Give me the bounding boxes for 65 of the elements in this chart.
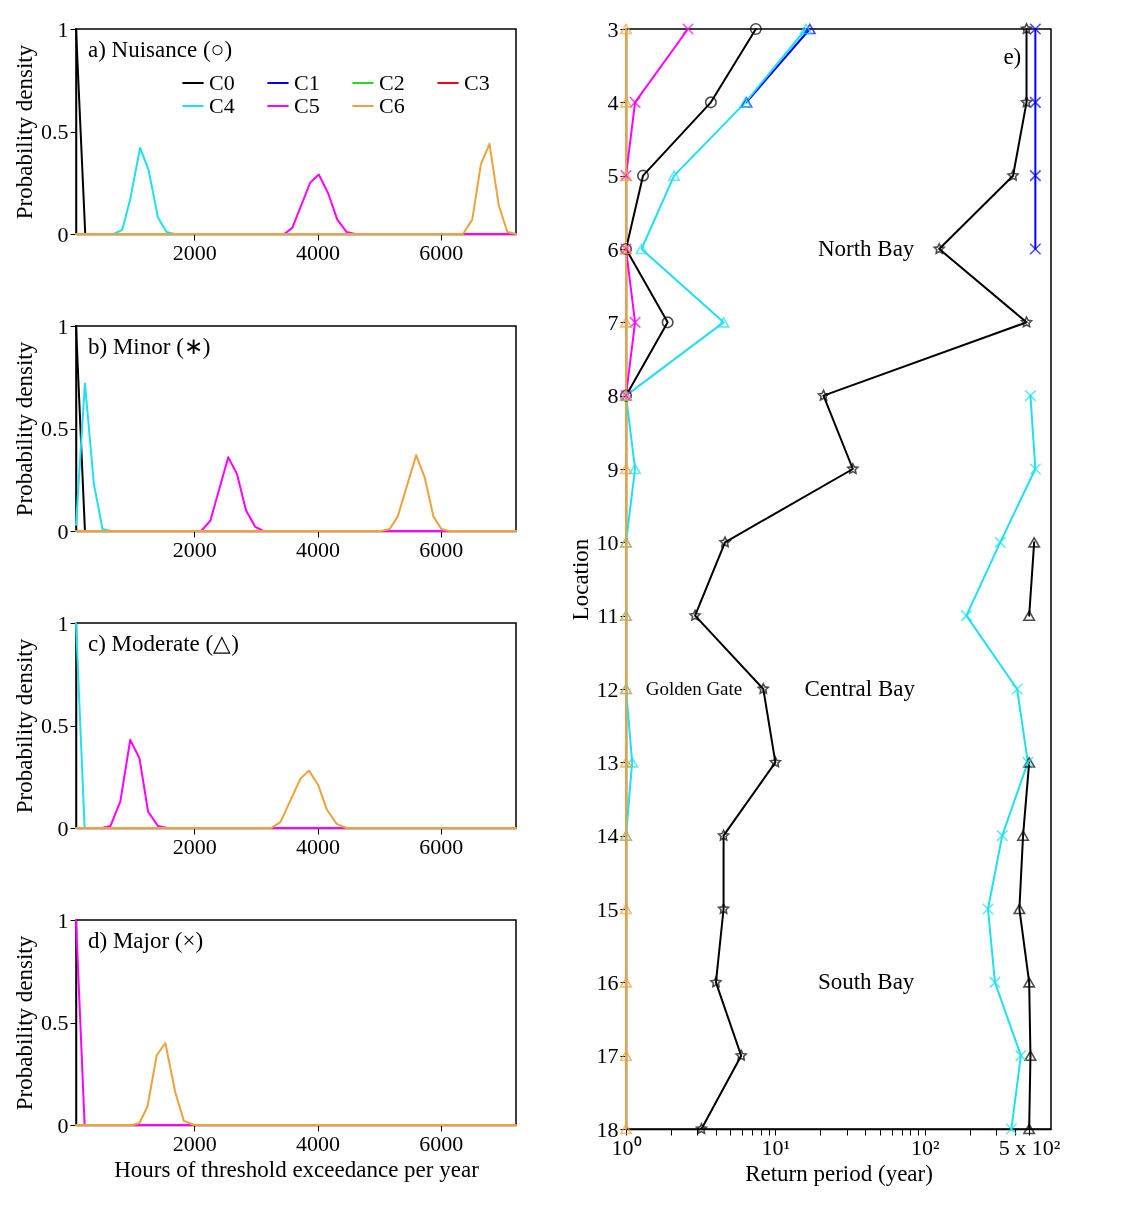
annotation: South Bay [817, 968, 915, 994]
y-axis-title: Location [567, 538, 593, 621]
y-tick-label: 17 [596, 1043, 619, 1069]
x-tick-label: 2000 [172, 833, 217, 859]
y-tick-label: 11 [597, 603, 619, 629]
x-tick-label: 10² [910, 1134, 940, 1160]
y-axis-title: Probability density [12, 935, 37, 1111]
annotation: e) [1003, 43, 1022, 69]
legend-label: C3 [464, 70, 490, 95]
annotation: Golden Gate [645, 678, 743, 699]
y-tick-label: 8 [607, 383, 619, 409]
y-tick-label: 0.5 [41, 1010, 69, 1035]
x-tick-label: 4000 [296, 239, 341, 265]
y-tick-label: 9 [607, 456, 619, 482]
annotation: North Bay [817, 236, 915, 261]
y-tick-label: 0.5 [41, 416, 69, 441]
x-tick-label: 4000 [296, 833, 341, 859]
x-axis-title: Hours of threshold exceedance per year [114, 1156, 480, 1182]
y-tick-label: 0 [57, 518, 69, 544]
chart-title: b) Minor (∗) [88, 334, 211, 359]
legend-label: C1 [294, 70, 320, 95]
y-tick-label: 3 [607, 16, 619, 42]
x-tick-label: 4000 [296, 1130, 341, 1156]
x-tick-label: 2000 [172, 1130, 217, 1156]
x-tick-label: 6000 [419, 833, 464, 859]
y-tick-label: 1 [57, 16, 69, 42]
y-tick-label: 0 [57, 815, 69, 841]
y-tick-label: 5 [607, 163, 619, 189]
x-tick-label: 5 x 10² [998, 1134, 1061, 1160]
y-axis-title: Probability density [12, 341, 37, 517]
legend-label: C2 [379, 70, 405, 95]
x-axis-title: Return period (year) [745, 1160, 933, 1186]
y-tick-label: 13 [596, 749, 619, 775]
annotation: Central Bay [804, 676, 916, 701]
y-tick-label: 1 [57, 313, 69, 339]
y-tick-label: 14 [596, 823, 619, 849]
chart-title: a) Nuisance (○) [88, 37, 233, 62]
y-tick-label: 1 [57, 610, 69, 636]
legend-label: C4 [209, 93, 235, 118]
x-tick-label: 2000 [172, 239, 217, 265]
y-tick-label: 0.5 [41, 713, 69, 738]
x-tick-label: 10¹ [761, 1134, 791, 1160]
y-tick-label: 10 [596, 529, 619, 555]
x-tick-label: 2000 [172, 536, 217, 562]
x-tick-label: 6000 [419, 239, 464, 265]
x-tick-label: 6000 [419, 536, 464, 562]
y-tick-label: 1 [57, 907, 69, 933]
y-tick-label: 7 [607, 309, 619, 335]
chart-title: d) Major (×) [88, 928, 204, 953]
x-tick-label: 4000 [296, 536, 341, 562]
y-tick-label: 0 [57, 221, 69, 247]
chart-title: c) Moderate (△) [88, 631, 239, 656]
y-tick-label: 0.5 [41, 119, 69, 144]
y-tick-label: 12 [596, 676, 619, 702]
y-tick-label: 4 [607, 89, 619, 115]
y-tick-label: 15 [596, 896, 619, 922]
y-tick-label: 16 [596, 969, 619, 995]
x-tick-label: 6000 [419, 1130, 464, 1156]
y-axis-title: Probability density [12, 638, 37, 814]
legend-label: C5 [294, 93, 320, 118]
y-axis-title: Probability density [12, 44, 37, 220]
y-tick-label: 6 [607, 236, 619, 262]
legend-label: C6 [379, 93, 405, 118]
y-tick-label: 0 [57, 1112, 69, 1138]
legend-label: C0 [209, 70, 235, 95]
